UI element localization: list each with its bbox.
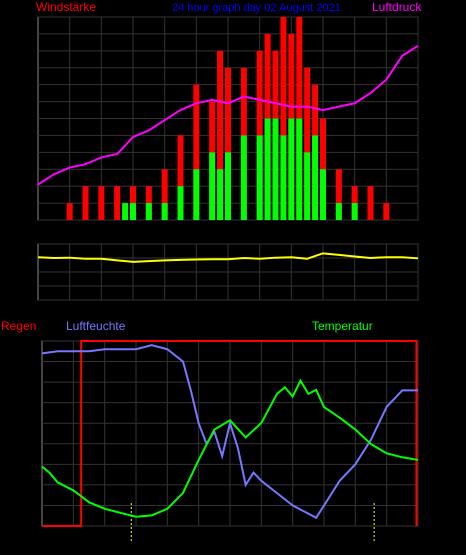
speed-bar — [225, 152, 231, 220]
speed-bar — [288, 118, 295, 220]
speed-bar — [351, 203, 358, 220]
speed-bar — [240, 135, 247, 220]
speed-bar — [335, 203, 342, 220]
humidity-temperature-panel — [41, 340, 419, 542]
top-left-label: Windstärke — [36, 0, 96, 14]
gust-bar — [217, 50, 224, 221]
speed-bar — [177, 186, 184, 220]
gust-bar — [161, 169, 168, 220]
pressure-line — [37, 44, 419, 186]
gust-bar — [335, 169, 342, 220]
speed-bar — [320, 169, 326, 220]
gust-bar — [177, 135, 184, 220]
humidity-line — [41, 344, 418, 520]
gust-bar — [82, 186, 89, 220]
speed-bar — [272, 118, 279, 220]
gust-bar — [304, 67, 311, 220]
wind-pressure-panel — [37, 16, 419, 221]
speed-bar — [256, 135, 263, 220]
gust-bar — [280, 17, 287, 220]
wind-direction-panel — [37, 243, 419, 301]
speed-bar — [304, 152, 311, 220]
speed-bar — [130, 203, 136, 220]
top-right-label: Luftdruck — [372, 0, 422, 14]
speed-bar — [193, 169, 200, 220]
humidity-label: Luftfeuchte — [66, 319, 126, 333]
chart-title: 24 hour graph day 02 August 2021 — [172, 2, 341, 14]
speed-bar — [122, 203, 129, 220]
speed-bar — [209, 152, 216, 220]
speed-bar — [296, 118, 303, 220]
gust-bar — [114, 186, 121, 220]
gust-bar — [193, 84, 200, 221]
temperature-label: Temperatur — [312, 319, 373, 333]
speed-bar — [217, 169, 224, 220]
speed-bar — [161, 203, 168, 220]
gust-bar — [225, 67, 231, 220]
gust-bar — [383, 203, 390, 220]
speed-bar — [264, 118, 271, 220]
speed-bar — [312, 135, 319, 220]
gust-bar — [66, 203, 73, 220]
gust-bar — [98, 186, 105, 220]
gust-bar — [367, 186, 374, 220]
speed-bar — [280, 135, 287, 220]
rain-label: Regen — [1, 319, 36, 333]
temperature-line — [41, 378, 419, 518]
speed-bar — [145, 203, 152, 220]
rain-line — [42, 340, 418, 527]
direction-line — [37, 252, 419, 263]
